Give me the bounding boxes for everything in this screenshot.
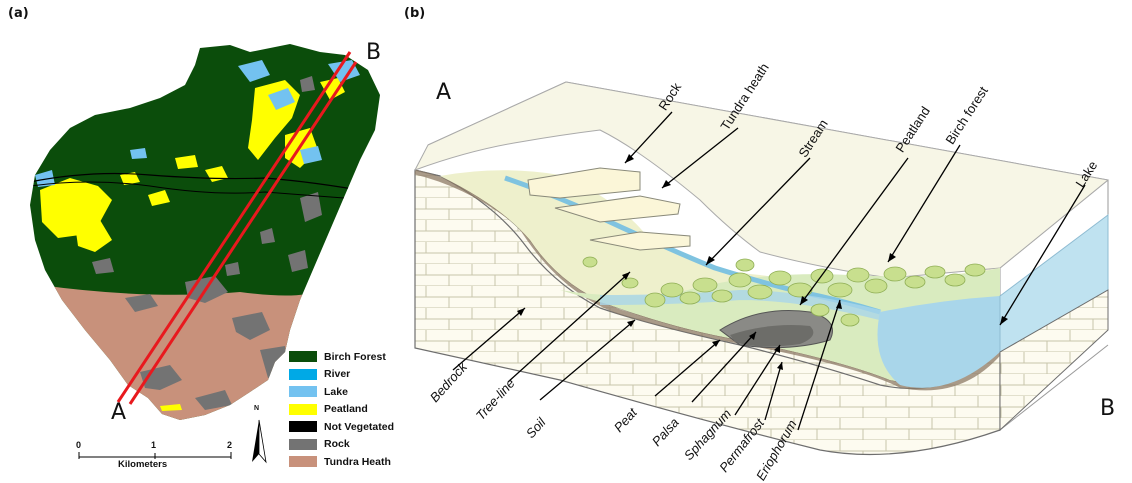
panel-a-label: (a) [8,6,29,21]
north-arrow-icon [252,419,267,464]
legend-item-not-vegetated: Not Vegetated [289,418,409,436]
map-point-b: B [366,40,382,65]
legend-swatch [289,456,317,468]
diagram-point-a: A [436,80,452,105]
legend-item-lake: Lake [289,383,409,401]
legend-swatch [289,351,317,363]
legend-swatch [289,403,317,415]
transect-line-2 [128,61,358,405]
legend-label: Tundra Heath [324,455,391,468]
scale-bar: 0 1 2 Kilometers [76,440,238,470]
panel-b-label: (b) [404,6,426,21]
legend-label: Rock [324,438,350,451]
legend-label: Not Vegetated [324,420,395,433]
scale-line [78,452,232,459]
scale-tick-2: 2 [227,440,233,450]
diagram-point-b: B [1100,396,1116,421]
legend-item-river: River [289,366,409,384]
legend-swatch [289,368,317,380]
scale-unit: Kilometers [118,459,168,470]
land-cover-map [30,44,380,420]
north-label: N [254,405,260,412]
map-point-a: A [111,400,127,425]
legend-label: Peatland [324,403,368,416]
legend-swatch [289,421,317,433]
legend-swatch [289,386,317,398]
label-arrows [452,111,1086,431]
transect-line-1 [116,51,352,403]
legend-item-peatland: Peatland [289,401,409,419]
scale-tick-1: 1 [151,440,157,450]
legend-label: Birch Forest [324,350,386,363]
map-legend: Birch Forest River Lake Peatland Not Veg… [289,348,409,471]
legend-item-tundra-heath: Tundra Heath [289,453,409,471]
scale-tick-0: 0 [76,440,82,450]
legend-label: Lake [324,385,348,398]
legend-label: River [324,368,351,381]
birch-trees [582,256,986,327]
legend-swatch [289,438,317,450]
legend-item-rock: Rock [289,436,409,454]
legend-item-birch-forest: Birch Forest [289,348,409,366]
